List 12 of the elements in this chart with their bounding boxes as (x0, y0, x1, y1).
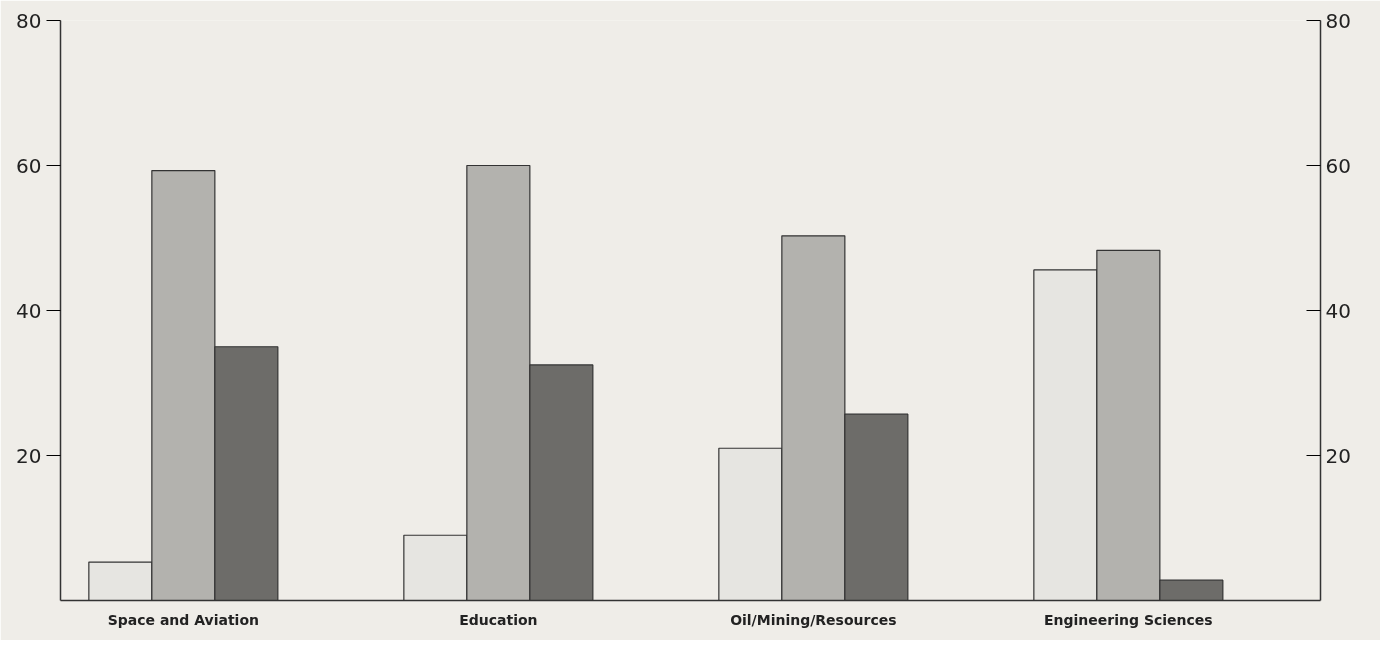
y-tick-label: 20 (16, 443, 42, 468)
y-tick-label: 60 (16, 153, 42, 178)
y-tick-label: 80 (16, 8, 42, 33)
y2-tick-label: 60 (1325, 153, 1351, 178)
y2-tick-label: 80 (1325, 8, 1351, 33)
x-tick-label: Space and Aviation (107, 611, 260, 628)
y-tick-label: 40 (16, 298, 42, 323)
x-tick-label: Oil/Mining/Resources (730, 611, 897, 628)
x-tick-label: Engineering Sciences (1044, 611, 1213, 628)
y2-tick-label: 40 (1325, 298, 1351, 323)
y2-tick-label: 20 (1325, 443, 1351, 468)
x-tick-label: Education (459, 611, 538, 628)
